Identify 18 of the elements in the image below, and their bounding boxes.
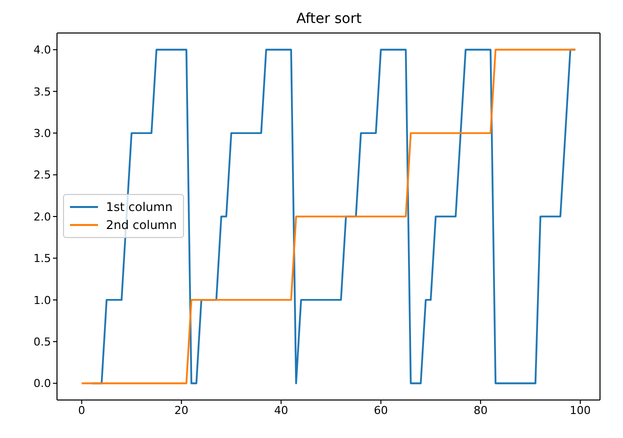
y-tick-label: 0.5 xyxy=(34,336,51,349)
x-tick-label: 20 xyxy=(174,404,188,417)
y-tick-label: 1.5 xyxy=(34,252,51,266)
y-tick-label: 3.0 xyxy=(34,126,51,140)
chart-title: After sort xyxy=(295,11,363,27)
x-tick-label: 100 xyxy=(570,404,591,417)
y-tick-label: 0.0 xyxy=(34,377,51,390)
legend-label: 1st column xyxy=(106,200,173,214)
x-tick-label: 80 xyxy=(474,404,488,417)
x-tick-label: 40 xyxy=(274,404,288,417)
y-tick-label: 1.0 xyxy=(34,294,51,307)
y-tick-label: 4.0 xyxy=(34,44,51,57)
x-tick-label: 60 xyxy=(374,404,388,417)
y-tick-label: 3.5 xyxy=(34,85,51,98)
y-tick-label: 2.5 xyxy=(34,168,51,182)
x-tick-label: 0 xyxy=(78,404,86,417)
legend-label: 2nd column xyxy=(106,218,177,232)
y-tick-label: 2.0 xyxy=(34,210,51,224)
